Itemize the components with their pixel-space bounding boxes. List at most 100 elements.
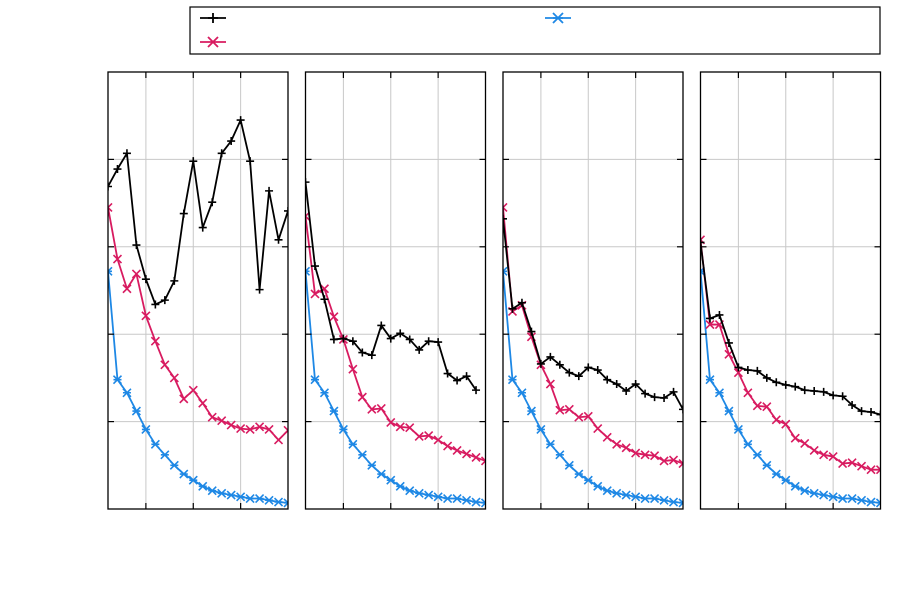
data-point — [508, 304, 517, 313]
data-point — [503, 266, 508, 276]
data-point — [791, 382, 800, 391]
data-point — [602, 486, 612, 496]
data-point — [217, 416, 227, 426]
data-point — [367, 404, 377, 414]
data-point — [583, 411, 593, 421]
data-point — [461, 449, 472, 459]
data-point — [188, 385, 198, 395]
data-point — [743, 439, 753, 449]
data-point — [329, 406, 339, 416]
data-point — [217, 488, 227, 498]
series-line-3 — [108, 271, 288, 504]
data-point — [255, 493, 265, 504]
data-point — [329, 335, 338, 344]
data-point — [226, 420, 236, 430]
series-line-1 — [108, 119, 288, 306]
data-point — [828, 492, 838, 502]
data-point — [452, 445, 462, 456]
data-point — [546, 352, 555, 361]
data-point — [245, 493, 255, 504]
data-point — [396, 329, 405, 338]
data-point — [545, 379, 555, 389]
panel-frame — [502, 71, 684, 510]
data-point — [255, 285, 264, 294]
data-point — [631, 380, 640, 389]
data-point — [405, 335, 414, 344]
data-point — [358, 348, 367, 357]
data-point — [659, 495, 669, 505]
data-point — [819, 387, 828, 396]
panels — [107, 71, 882, 510]
data-point — [650, 451, 660, 461]
data-point — [790, 481, 800, 491]
data-point — [112, 375, 123, 385]
data-point — [122, 388, 132, 398]
data-point — [705, 314, 714, 323]
data-point — [847, 458, 857, 468]
data-point — [753, 366, 762, 375]
legend-marker-sample — [552, 12, 564, 24]
data-point — [631, 448, 641, 458]
data-point — [679, 405, 683, 414]
data-point — [471, 452, 481, 462]
data-point — [131, 269, 141, 279]
data-point — [507, 375, 518, 385]
data-point — [555, 405, 565, 415]
data-point — [405, 423, 415, 433]
data-point — [733, 368, 743, 378]
data-point — [386, 475, 396, 485]
data-point — [724, 406, 734, 416]
data-point — [819, 450, 829, 460]
data-point — [810, 387, 819, 396]
data-point — [612, 439, 622, 449]
data-point — [170, 276, 179, 285]
data-point — [536, 424, 546, 435]
data-point — [848, 400, 857, 409]
data-point — [461, 495, 472, 505]
data-point — [424, 431, 434, 441]
data-point — [305, 178, 310, 187]
data-point — [169, 373, 179, 383]
data-point — [217, 149, 226, 158]
data-point — [640, 450, 650, 460]
data-point — [433, 435, 443, 445]
data-point — [867, 407, 876, 416]
data-point — [565, 368, 574, 377]
data-point — [668, 455, 679, 465]
data-point — [424, 337, 433, 346]
data-point — [188, 475, 198, 485]
data-point — [678, 458, 683, 469]
data-point — [112, 254, 123, 264]
data-point — [584, 363, 593, 372]
data-point — [762, 460, 772, 470]
data-point — [503, 202, 508, 213]
data-point — [555, 360, 564, 369]
data-point — [781, 380, 790, 389]
data-point — [122, 284, 132, 294]
data-point — [593, 481, 603, 491]
data-point — [179, 394, 189, 404]
legend-entry-1 — [545, 12, 571, 24]
data-point — [668, 497, 679, 507]
data-point — [660, 394, 669, 403]
data-point — [453, 376, 462, 385]
data-point — [715, 310, 724, 319]
data-point — [236, 424, 246, 434]
data-point — [752, 450, 762, 460]
data-point — [246, 157, 255, 166]
data-point — [593, 424, 603, 434]
panel-1 — [107, 71, 289, 510]
data-point — [320, 295, 329, 304]
data-point — [338, 424, 348, 435]
panel-3 — [502, 71, 684, 510]
panel-4 — [699, 71, 882, 510]
data-point — [772, 378, 781, 387]
panel-frame — [107, 71, 289, 510]
data-point — [310, 375, 320, 385]
data-point — [480, 498, 486, 508]
data-point — [574, 469, 584, 479]
data-point — [875, 465, 881, 475]
data-point — [122, 149, 131, 158]
data-point — [227, 137, 236, 146]
